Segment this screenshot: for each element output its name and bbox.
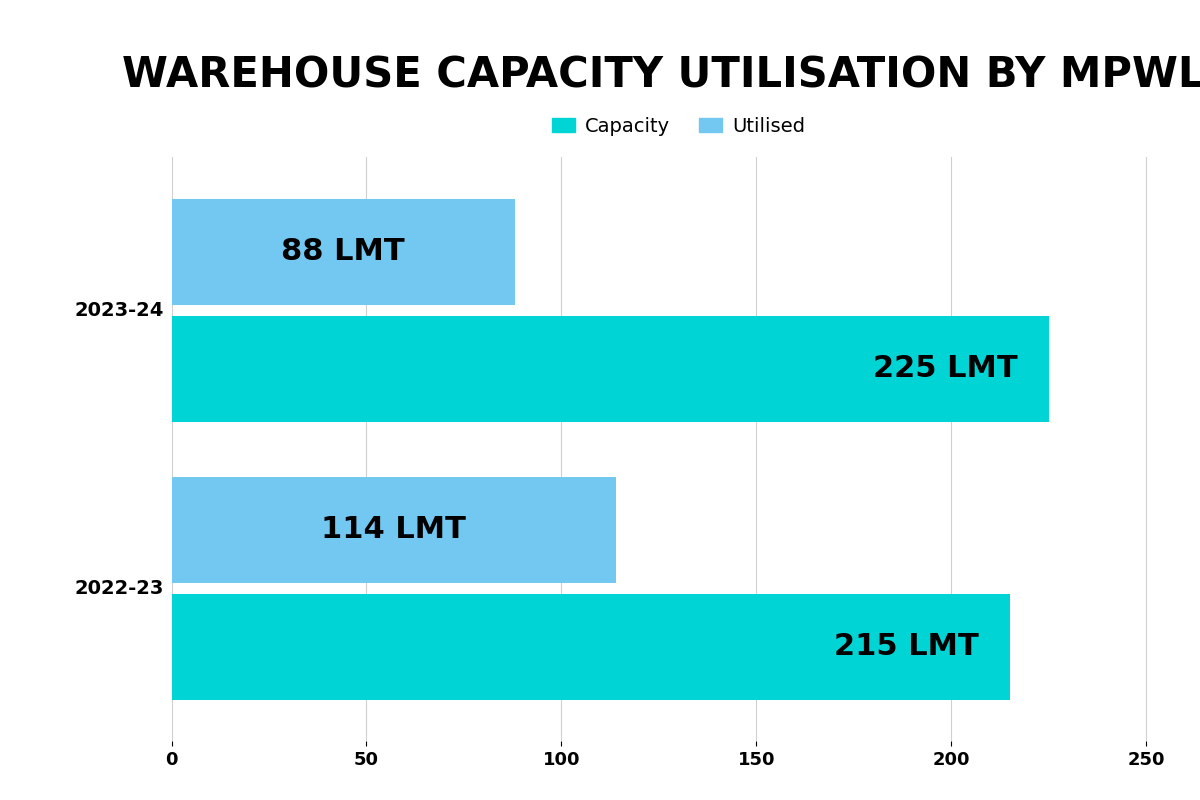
Bar	[172, 594, 1009, 699]
Bar	[172, 477, 616, 583]
Bar	[172, 199, 515, 305]
Text: 2022-23: 2022-23	[74, 579, 163, 598]
Text: 2023-24: 2023-24	[74, 301, 163, 320]
Bar	[172, 316, 1049, 422]
Text: 215 LMT: 215 LMT	[834, 632, 978, 662]
Title: WAREHOUSE CAPACITY UTILISATION BY MPWLC: WAREHOUSE CAPACITY UTILISATION BY MPWLC	[121, 55, 1200, 97]
Text: 114 LMT: 114 LMT	[322, 515, 466, 545]
Text: 225 LMT: 225 LMT	[872, 354, 1018, 383]
Text: 88 LMT: 88 LMT	[281, 238, 404, 266]
Legend: Capacity, Utilised: Capacity, Utilised	[544, 109, 812, 143]
